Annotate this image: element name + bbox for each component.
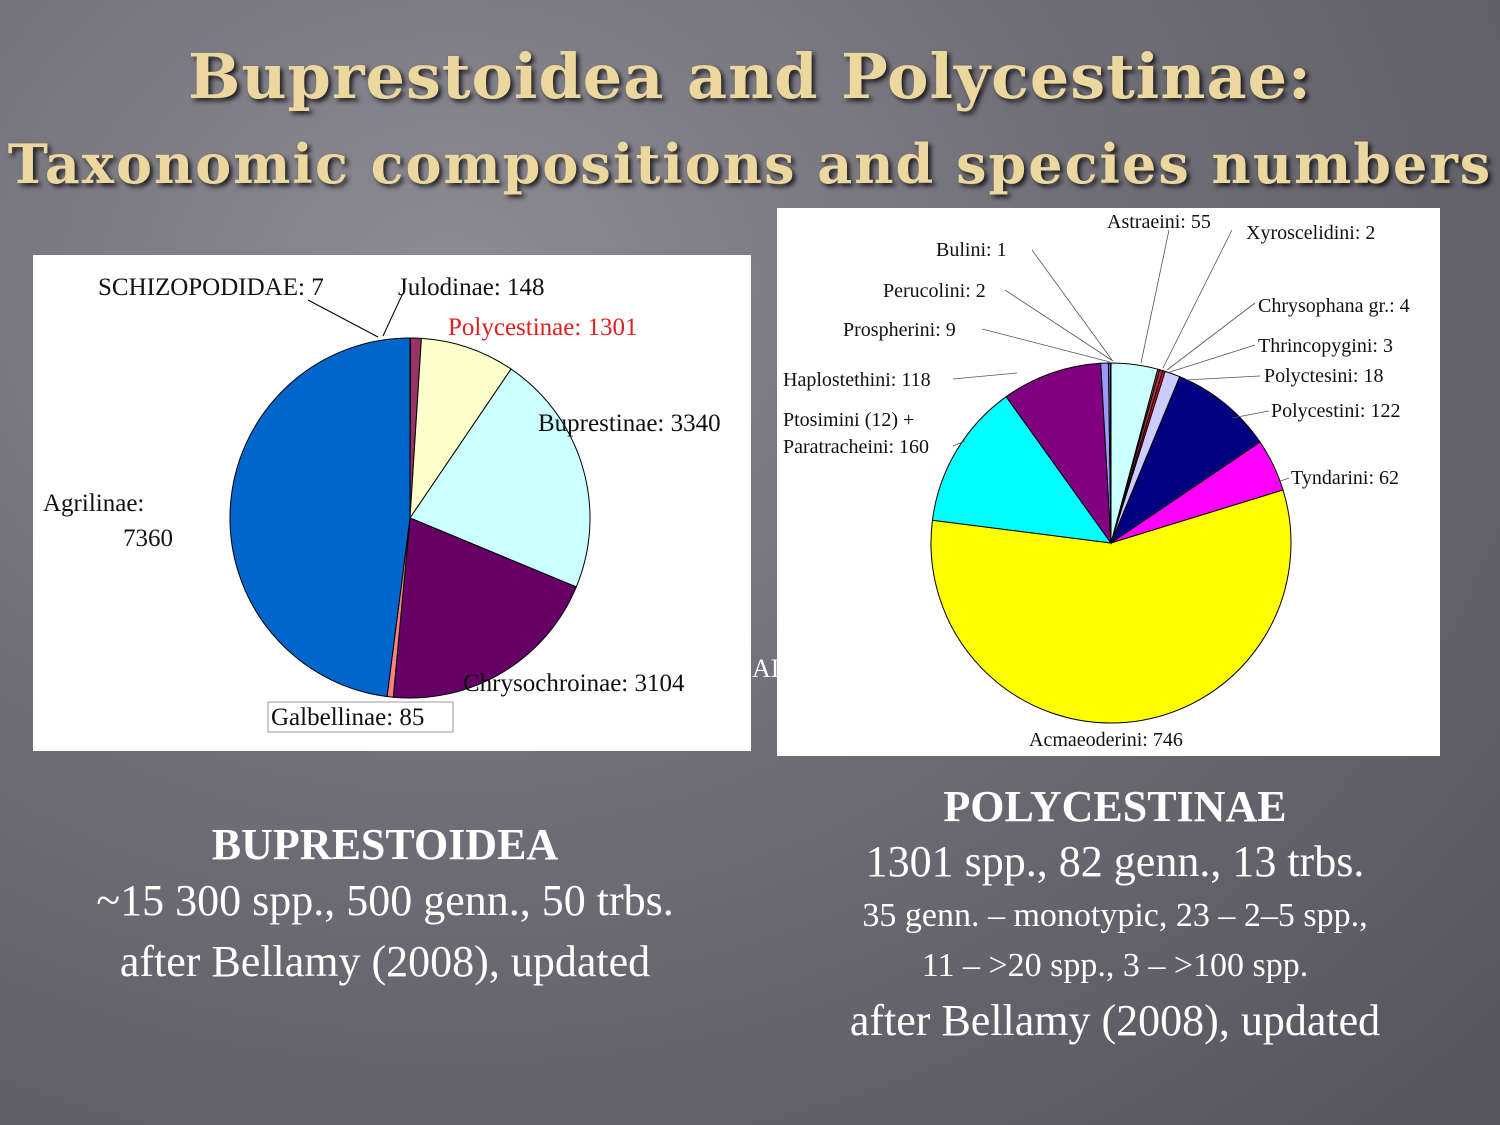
label-agrilinae: Agrilinae: xyxy=(43,490,144,517)
label-perucolini: Perucolini: 2 xyxy=(883,280,986,302)
label-astraeini: Astraeini: 55 xyxy=(1107,211,1211,233)
leader-polyctesini xyxy=(1184,375,1261,381)
pie-slice-agrilinae xyxy=(229,337,411,698)
buprestoidea-pie-chart: SCHIZOPODIDAE: 7 Julodinae: 148 Polycest… xyxy=(43,274,721,733)
label-acmaeoderini: Acmaeoderini: 746 xyxy=(1029,729,1183,751)
buprestoidea-stats: ~15 300 spp., 500 genn., 50 trbs. xyxy=(96,876,674,925)
label-polyctesini: Polyctesini: 18 xyxy=(1264,365,1383,387)
label-bulini: Bulini: 1 xyxy=(936,239,1007,261)
label-chrysochroinae: Chrysochroinae: 3104 xyxy=(463,670,685,697)
label-xyroscelidini: Xyroscelidini: 2 xyxy=(1246,222,1375,244)
label-agrilinae-value: 7360 xyxy=(123,525,173,552)
buprestoidea-heading: BUPRESTOIDEA xyxy=(211,820,559,869)
label-galbellinae: Galbellinae: 85 xyxy=(271,704,424,731)
polycestinae-heading: POLYCESTINAE xyxy=(943,782,1287,831)
stray-text-fragment: AI xyxy=(752,654,780,683)
label-prospherini: Prospherini: 9 xyxy=(843,319,956,341)
pie-slice-buprestinae xyxy=(409,368,591,588)
leader-xyroscelidini xyxy=(1162,229,1233,369)
leader-thrincopygini xyxy=(1169,344,1256,373)
label-tyndarini: Tyndarini: 62 xyxy=(1291,467,1399,489)
leader-chrysophana xyxy=(1166,302,1256,371)
leader-tyndarini xyxy=(1274,477,1290,484)
leader-julodinae xyxy=(382,292,404,337)
buprestoidea-chart-panel: SCHIZOPODIDAE: 7 Julodinae: 148 Polycest… xyxy=(33,255,751,751)
label-buprestinae: Buprestinae: 3340 xyxy=(538,410,721,437)
polycestinae-chart-panel: Astraeini: 55 Xyroscelidini: 2 Chrysopha… xyxy=(777,208,1440,756)
polycestinae-genera-line2: 11 – >20 spp., 3 – >100 spp. xyxy=(921,947,1309,984)
label-ptosimini-line2: Paratracheini: 160 xyxy=(783,436,929,458)
pie-slice-chrysochroinae xyxy=(392,517,577,699)
leader-ptosimini xyxy=(952,440,966,447)
buprestoidea-source: after Bellamy (2008), updated xyxy=(119,937,651,986)
leader-prospherini xyxy=(981,328,1111,363)
leader-haplostethini xyxy=(952,372,1018,380)
slide-title-line2: Taxonomic compositions and species numbe… xyxy=(7,132,1493,196)
label-ptosimini-line1: Ptosimini (12) + xyxy=(783,409,914,431)
polycestinae-source: after Bellamy (2008), updated xyxy=(849,996,1381,1045)
slide-title-line1: Buprestoidea and Polycestinae: xyxy=(188,40,1312,113)
buprestoidea-caption: BUPRESTOIDEA ~15 300 spp., 500 genn., 50… xyxy=(30,820,740,992)
pie-slice-polycestini xyxy=(1109,376,1261,545)
polycestinae-pie-chart: Astraeini: 55 Xyroscelidini: 2 Chrysopha… xyxy=(783,211,1410,751)
leader-polycestini xyxy=(1231,410,1270,419)
label-schizopodidae: SCHIZOPODIDAE: 7 xyxy=(98,274,324,301)
label-haplostethini: Haplostethini: 118 xyxy=(783,369,931,391)
pie-slice-ptosimini xyxy=(931,395,1113,544)
galbellinae-label-box xyxy=(267,701,454,733)
pie-slice-polycestinae xyxy=(409,337,512,520)
label-thrincopygini: Thrincopygini: 3 xyxy=(1258,335,1393,357)
leader-perucolini xyxy=(1004,289,1114,362)
pie-slice-acmaeoderini xyxy=(930,489,1292,724)
polycestinae-stats: 1301 spp., 82 genn., 13 trbs. xyxy=(865,837,1365,886)
polycestinae-caption: POLYCESTINAE 1301 spp., 82 genn., 13 trb… xyxy=(770,782,1460,1050)
leader-bulini xyxy=(1031,249,1113,361)
label-polycestinae: Polycestinae: 1301 xyxy=(448,314,638,341)
label-polycestini: Polycestini: 122 xyxy=(1271,400,1400,422)
pie-slice-bulini xyxy=(1109,362,1112,544)
label-julodinae: Julodinae: 148 xyxy=(398,274,545,301)
leader-schizopodidae xyxy=(307,299,379,338)
label-chrysophana: Chrysophana gr.: 4 xyxy=(1258,295,1410,317)
polycestinae-genera-line1: 35 genn. – monotypic, 23 – 2–5 spp., xyxy=(862,897,1368,934)
leader-astraeini xyxy=(1140,229,1170,364)
pie-slice-haplostethini xyxy=(1005,362,1112,545)
